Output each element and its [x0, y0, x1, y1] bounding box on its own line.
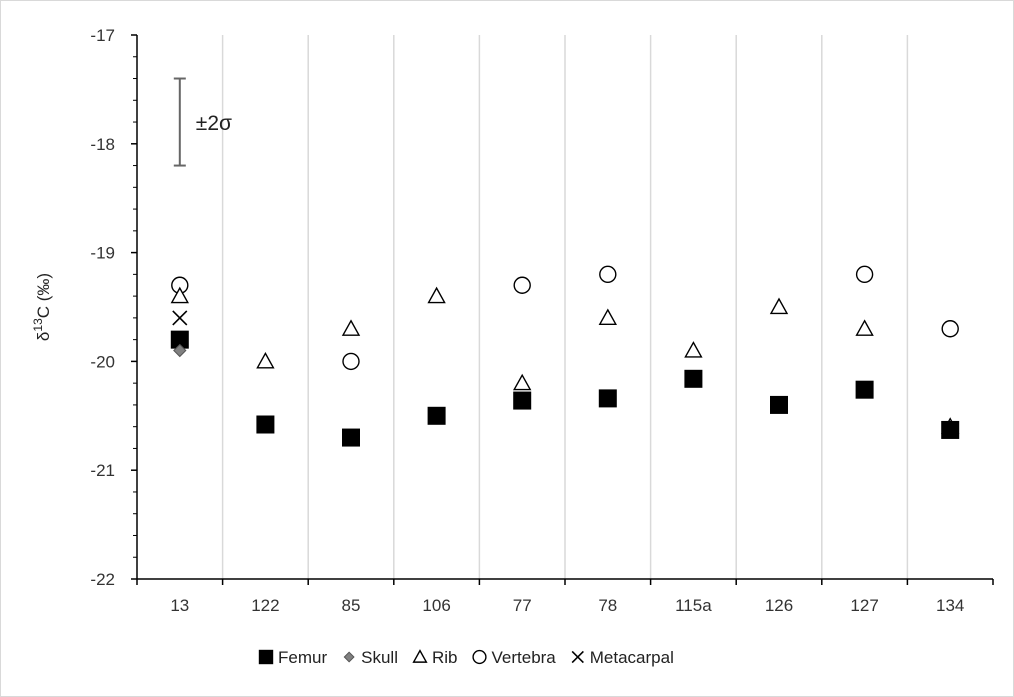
- femur-point: [684, 369, 703, 388]
- rib-point: [341, 319, 361, 336]
- femur-point: [855, 380, 874, 399]
- x-tick-label: 127: [850, 596, 878, 615]
- rib-point: [427, 286, 446, 304]
- femur-point: [941, 420, 960, 439]
- y-tick-label: -19: [90, 244, 115, 263]
- error-bar-label: ±2σ: [196, 112, 232, 135]
- y-tick-label: -22: [90, 570, 115, 589]
- femur-point: [770, 395, 788, 414]
- vertebra-point: [342, 352, 360, 371]
- rib-point: [170, 286, 189, 304]
- x-tick-label: 77: [513, 596, 532, 615]
- vertebra-point: [599, 265, 617, 284]
- rib-point: [684, 341, 703, 358]
- femur-point: [427, 406, 446, 425]
- femur-point: [170, 330, 189, 349]
- x-tick-label: 115a: [675, 596, 712, 615]
- rib-point: [513, 373, 532, 391]
- x-tick-label: 122: [251, 596, 279, 615]
- femur-point: [513, 391, 532, 410]
- x-tick-label: 78: [598, 596, 617, 615]
- legend-metacarpal-marker: [571, 650, 584, 664]
- skull-point: [173, 343, 187, 358]
- rib-point: [598, 308, 617, 325]
- vertebra-point: [855, 265, 874, 284]
- x-tick-label: 126: [765, 596, 793, 615]
- legend-rib-label: Rib: [432, 648, 458, 667]
- y-tick-label: -20: [90, 352, 115, 371]
- rib-point: [256, 351, 275, 369]
- legend-femur-label: Femur: [278, 648, 327, 667]
- legend-skull-marker: [343, 651, 355, 663]
- legend-vertebra-marker: [472, 649, 487, 665]
- femur-point: [256, 415, 275, 434]
- x-tick-label: 134: [936, 596, 964, 615]
- y-tick-label: -18: [90, 135, 115, 154]
- vertebra-point: [513, 276, 531, 294]
- legend-rib-marker: [412, 649, 428, 663]
- legend-skull-label: Skull: [361, 648, 398, 667]
- legend-metacarpal-label: Metacarpal: [590, 648, 674, 667]
- metacarpal-point: [172, 310, 188, 326]
- vertebra-point: [941, 320, 959, 338]
- x-tick-label: 85: [342, 596, 361, 615]
- rib-point: [769, 297, 789, 315]
- y-tick-label: -21: [90, 461, 115, 480]
- femur-point: [598, 389, 617, 408]
- legend-femur-marker: [258, 649, 274, 665]
- y-axis-title: δ13C (‰): [31, 273, 53, 341]
- y-tick-label: -17: [90, 26, 115, 45]
- rib-point: [855, 319, 874, 336]
- legend-vertebra-label: Vertebra: [492, 648, 557, 667]
- x-tick-label: 106: [422, 596, 450, 615]
- x-tick-label: 13: [170, 596, 189, 615]
- femur-point: [342, 428, 360, 447]
